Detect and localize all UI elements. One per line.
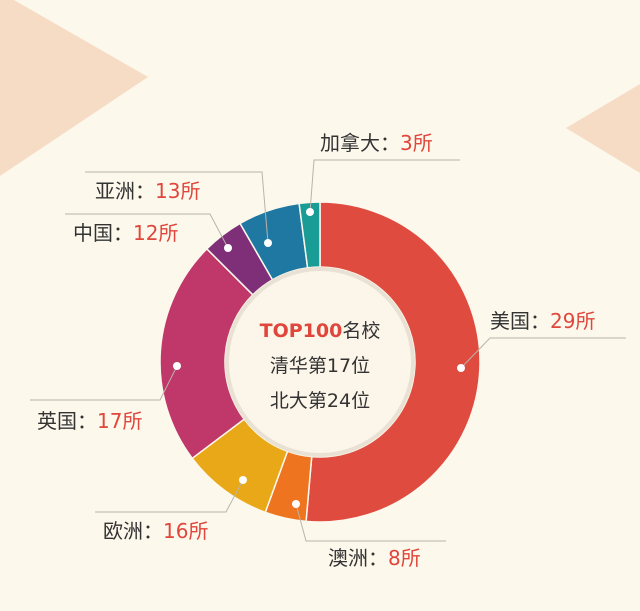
leader-line-2 [95,479,244,513]
center-highlight: TOP100 [260,320,343,342]
slice-name: 亚洲： [95,179,155,203]
slice-name: 美国： [490,309,550,333]
slice-label-0: 美国：29所 [490,309,595,333]
leader-line-3 [30,365,178,401]
slice-label-6: 加拿大：3所 [320,131,433,155]
slice-dot-5 [264,239,272,247]
slice-dot-4 [224,244,232,252]
slice-value: 13所 [155,179,200,203]
center-line-3: 北大第24位 [270,390,370,412]
slice-name: 澳洲： [328,546,388,570]
donut-center [225,267,415,457]
decor-triangle-left [0,0,148,176]
slice-dot-1 [292,500,300,508]
center-line-2: 清华第17位 [270,355,370,377]
slice-value: 29所 [550,309,595,333]
slice-label-1: 澳洲：8所 [328,546,421,570]
leader-line-0 [460,337,626,369]
leader-line-6 [309,159,460,213]
leader-line-5 [85,171,269,244]
slice-name: 欧洲： [103,519,163,543]
slice-dot-0 [457,364,465,372]
slice-name: 英国： [37,409,97,433]
slice-label-2: 欧洲：16所 [103,519,208,543]
leader-line-1 [295,503,446,542]
slice-name: 中国： [73,221,133,245]
decor-triangle-right [566,84,640,173]
slice-dot-6 [306,208,314,216]
slice-label-3: 英国：17所 [37,409,142,433]
slice-value: 12所 [133,221,178,245]
slice-value: 3所 [400,131,433,155]
center-line-1: TOP100名校 [260,320,381,342]
leader-line-4 [65,213,229,249]
slice-dot-2 [239,476,247,484]
slice-label-5: 亚洲：13所 [95,179,200,203]
slice-dot-3 [173,362,181,370]
slice-name: 加拿大： [320,131,400,155]
slice-label-4: 中国：12所 [73,221,178,245]
slice-value: 17所 [97,409,142,433]
slice-value: 8所 [388,546,421,570]
slice-value: 16所 [163,519,208,543]
